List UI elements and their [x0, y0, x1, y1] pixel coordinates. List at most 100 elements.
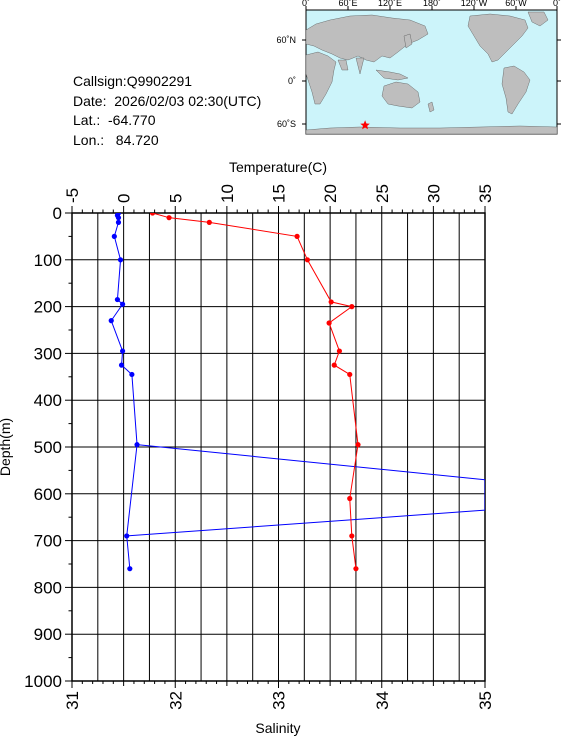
- north-america-landmass: [467, 13, 529, 63]
- south-america-landmass: [501, 65, 531, 115]
- salinity-tick-label: 31: [63, 691, 82, 710]
- profile-data-point: [166, 215, 172, 221]
- profile-data-point: [206, 219, 212, 225]
- profile-data-point: [127, 566, 133, 572]
- map-longitude-label: 180˚: [423, 0, 441, 8]
- profile-data-point: [119, 348, 126, 354]
- depth-tick-label: 200: [34, 298, 62, 317]
- profile-data-point: [304, 257, 311, 263]
- profile-data-point: [349, 533, 355, 539]
- profile-data-point: [355, 442, 361, 448]
- longitude-text: Lon.: 84.720: [73, 131, 159, 148]
- map-latitude-label: 0˚: [288, 76, 296, 86]
- profile-data-point: [349, 304, 355, 310]
- temperature-tick-label: 10: [218, 184, 237, 203]
- profile-data-point: [347, 495, 353, 502]
- temperature-tick-label: 5: [166, 194, 185, 203]
- africa-landmass: [305, 51, 337, 105]
- depth-axis-title: Depth(m): [0, 418, 13, 476]
- location-star-icon: [360, 120, 370, 130]
- temperature-tick-label: 20: [321, 184, 340, 203]
- profile-data-point: [331, 362, 337, 368]
- japan-landmass: [403, 33, 413, 49]
- salinity-tick-labels: 31 32 33 34 35: [63, 691, 495, 710]
- depth-tick-label: 500: [34, 438, 62, 457]
- salinity-tick-label: 32: [166, 691, 185, 710]
- profile-data-point: [117, 257, 124, 263]
- temperature-tick-label: 0: [115, 194, 134, 203]
- profile-chart: -5 0 5 10 15 20 25 30 35 31 32 33 34 35 010020030040…: [0, 159, 495, 736]
- salinity-axis-title: Salinity: [255, 720, 300, 736]
- axis-ticks: [65, 206, 486, 688]
- profile-data-point: [119, 301, 126, 307]
- depth-tick-label: 400: [34, 391, 62, 410]
- salinity-tick-label: 35: [476, 691, 495, 710]
- india-landmass: [337, 57, 365, 75]
- map-latitude-label: 60˚N: [276, 35, 296, 45]
- float-info-panel: Callsign:Q9902291 Date: 2026/02/03 02:30…: [73, 72, 261, 150]
- depth-tick-labels: 0 100 200 300 400 500 600 700 800 900 1000: [24, 204, 62, 691]
- map-land: [305, 11, 558, 135]
- map-longitude-labels: 0˚ 60˚E 120˚E 180˚ 120˚W 60˚W 0˚: [302, 0, 561, 8]
- chart-grid: [72, 213, 485, 681]
- map-longitude-label: 0˚: [302, 0, 310, 8]
- latitude-text: Lat.: -64.770: [73, 112, 156, 128]
- profile-data-point: [294, 233, 300, 239]
- depth-tick-label: 800: [34, 578, 62, 597]
- temperature-tick-label: 25: [373, 184, 392, 203]
- map-longitude-label: 60˚W: [505, 0, 527, 8]
- profile-data-point: [328, 299, 334, 305]
- callsign-text: Callsign:Q9902291: [73, 73, 193, 89]
- depth-tick-label: 600: [34, 485, 62, 504]
- map-latitude-label: 60˚S: [277, 119, 296, 129]
- salinity-tick-label: 34: [373, 691, 392, 710]
- profile-data-point: [115, 215, 122, 221]
- profile-data-point: [353, 566, 359, 572]
- profile-data-point: [124, 533, 130, 539]
- profile-data-point: [118, 362, 125, 368]
- depth-tick-label: 0: [53, 204, 62, 223]
- new-zealand-landmass: [427, 101, 435, 113]
- map-longitude-label: 120˚E: [378, 0, 402, 8]
- map-longitude-label: 60˚E: [338, 0, 357, 8]
- profile-data-point: [134, 442, 140, 448]
- float-location-marker: [360, 120, 370, 130]
- profile-data-point: [129, 371, 135, 378]
- depth-tick-label: 300: [34, 344, 62, 363]
- greenland-landmass: [527, 11, 549, 27]
- date-text: Date: 2026/02/03 02:30(UTC): [73, 92, 262, 109]
- profile-data-point: [149, 213, 156, 216]
- profile-series-line-0: [152, 213, 359, 569]
- temperature-tick-labels: -5 0 5 10 15 20 25 30 35: [63, 184, 495, 203]
- profile-data-point: [336, 348, 343, 354]
- salinity-tick-label: 33: [270, 691, 289, 710]
- depth-tick-label: 1000: [24, 672, 62, 691]
- profile-data-point: [108, 318, 114, 324]
- profile-data-point: [111, 233, 117, 239]
- temperature-tick-label: -5: [63, 188, 82, 203]
- profile-data-point: [347, 371, 353, 378]
- antarctica-landmass: [305, 125, 558, 135]
- profile-data-point: [115, 219, 122, 225]
- depth-tick-label: 700: [34, 532, 62, 551]
- temperature-tick-label: 15: [270, 184, 289, 203]
- map-longitude-label: 120˚W: [461, 0, 488, 8]
- crossing-profile-line: [126, 444, 485, 537]
- profile-series-line-1: [110, 213, 138, 569]
- map-latitude-labels: 60˚N 0˚ 60˚S: [276, 35, 296, 129]
- map-graticule: [302, 6, 561, 125]
- depth-tick-label: 100: [34, 251, 62, 270]
- eurasia-landmass: [305, 14, 429, 63]
- map-longitude-label: 0˚: [553, 0, 561, 8]
- indonesia-landmass: [375, 69, 409, 81]
- location-map: 0˚ 60˚E 120˚E 180˚ 120˚W 60˚W 0˚ 60˚N 0˚ 60˚S: [276, 0, 561, 135]
- profile-data-point: [326, 320, 332, 326]
- temperature-axis-title: Temperature(C): [229, 159, 327, 175]
- depth-tick-label: 900: [34, 625, 62, 644]
- temperature-tick-label: 30: [424, 184, 443, 203]
- temperature-tick-label: 35: [476, 184, 495, 203]
- australia-landmass: [381, 81, 421, 109]
- profile-data-point: [114, 296, 121, 303]
- series-layer: [108, 213, 485, 572]
